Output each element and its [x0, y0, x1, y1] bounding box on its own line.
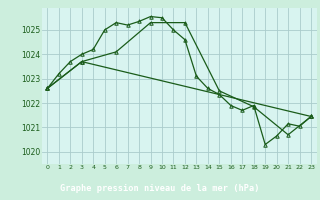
Text: Graphe pression niveau de la mer (hPa): Graphe pression niveau de la mer (hPa) — [60, 184, 260, 193]
